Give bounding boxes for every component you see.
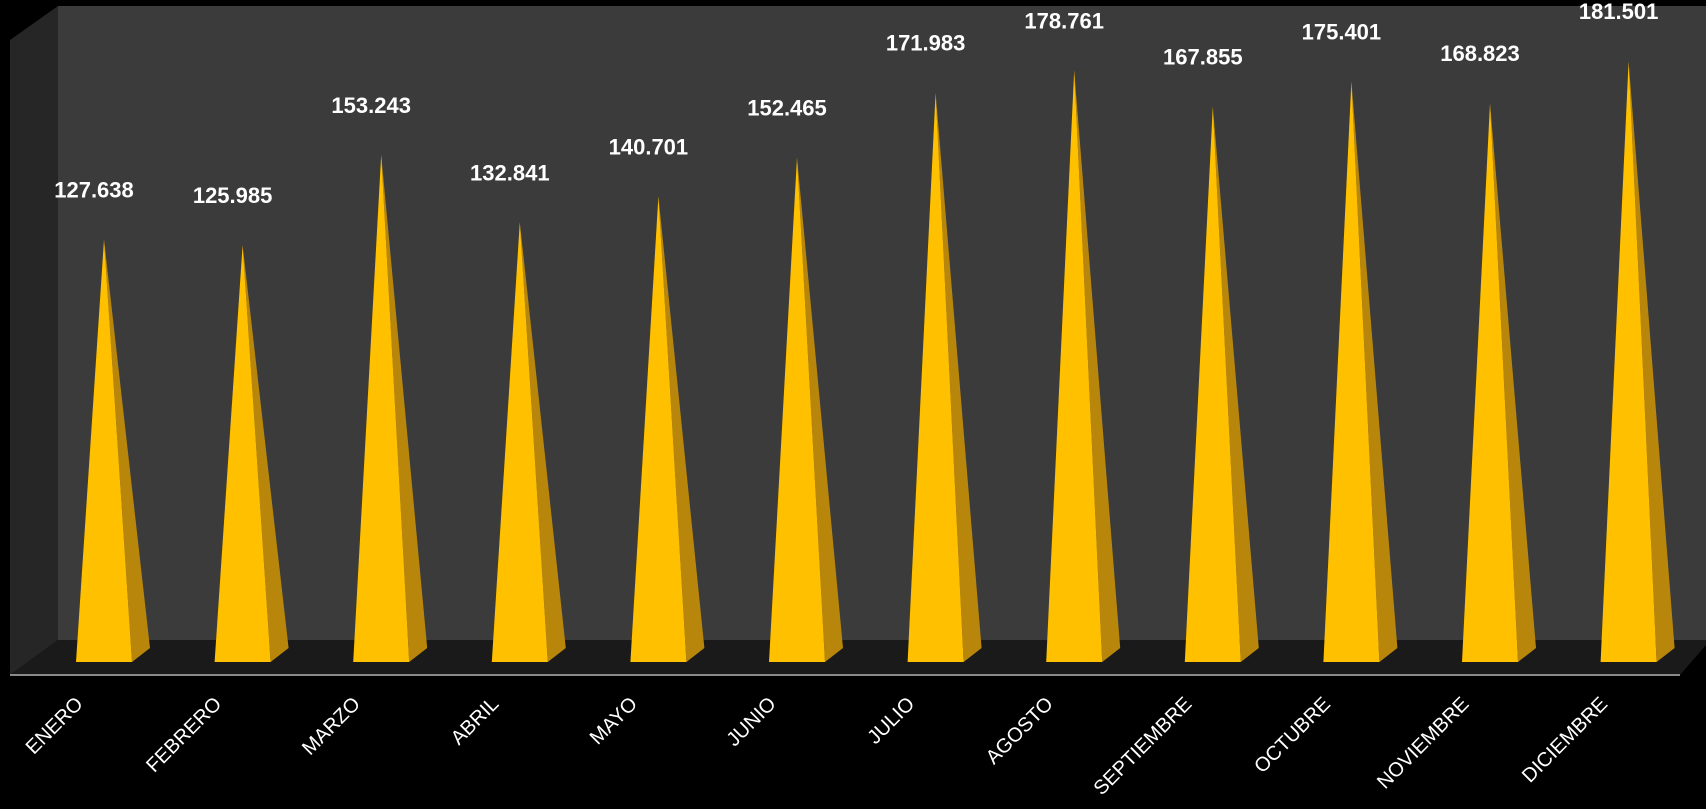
value-label-agosto: 178.761 [1024,8,1104,33]
cone-side-marzo [381,154,428,662]
cone-side-noviembre [1490,103,1536,663]
value-label-julio: 171.983 [886,31,966,56]
category-label-febrero: FEBRERO [142,693,226,777]
cone-side-abril [519,222,566,662]
cone-side-septiembre [1212,106,1259,662]
value-label-noviembre: 168.823 [1440,41,1520,66]
value-labels-group: 127.638 125.985 153.243 132.841 140.701 152.4… [54,0,1658,208]
category-label-junio: JUNIO [723,693,781,751]
back-wall [58,6,1706,640]
cone-octubre [1323,81,1380,663]
category-label-marzo: MARZO [298,693,365,760]
cone-side-mayo [658,196,705,662]
cone-noviembre [1462,103,1518,663]
cone-abril [491,222,548,662]
value-label-marzo: 153.243 [331,93,411,118]
cones-group [76,61,1675,663]
value-label-diciembre: 181.501 [1579,0,1659,24]
value-label-octubre: 175.401 [1302,19,1382,44]
category-label-abril: ABRIL [447,693,503,749]
value-label-septiembre: 167.855 [1163,44,1243,69]
cone-side-julio [935,92,982,662]
value-label-enero: 127.638 [54,178,134,203]
cone-side-enero [104,239,150,662]
value-label-abril: 132.841 [470,160,550,185]
chart-walls [10,6,1706,676]
cone-diciembre [1600,61,1657,662]
value-label-mayo: 140.701 [609,134,689,159]
category-label-septiembre: SEPTIEMBRE [1090,693,1197,800]
cone-enero [76,239,132,662]
cone-side-junio [797,157,843,662]
category-label-diciembre: DICIEMBRE [1518,693,1612,787]
category-label-enero: ENERO [22,693,88,759]
cone-junio [769,157,825,662]
cone-side-agosto [1074,70,1121,662]
value-label-junio: 152.465 [747,95,827,120]
category-label-octubre: OCTUBRE [1250,693,1335,778]
cone-febrero [214,244,271,662]
category-label-noviembre: NOVIEMBRE [1373,693,1473,793]
category-label-julio: JULIO [863,693,919,749]
cone-mayo [630,196,687,662]
category-label-agosto: AGOSTO [982,693,1058,769]
floor [10,640,1706,675]
category-labels-group: ENERO FEBRERO MARZO ABRIL MAYO JUNIO JULIO AGOS… [22,693,1612,800]
cone-julio [907,92,964,662]
side-wall [10,6,58,675]
cone-side-febrero [242,244,289,662]
category-label-mayo: MAYO [586,693,642,749]
cone-marzo [353,154,410,662]
cone-agosto [1046,70,1103,662]
value-label-febrero: 125.985 [193,183,273,208]
cone-septiembre [1184,106,1241,662]
cone-side-octubre [1351,81,1398,663]
cone-side-diciembre [1628,61,1675,662]
